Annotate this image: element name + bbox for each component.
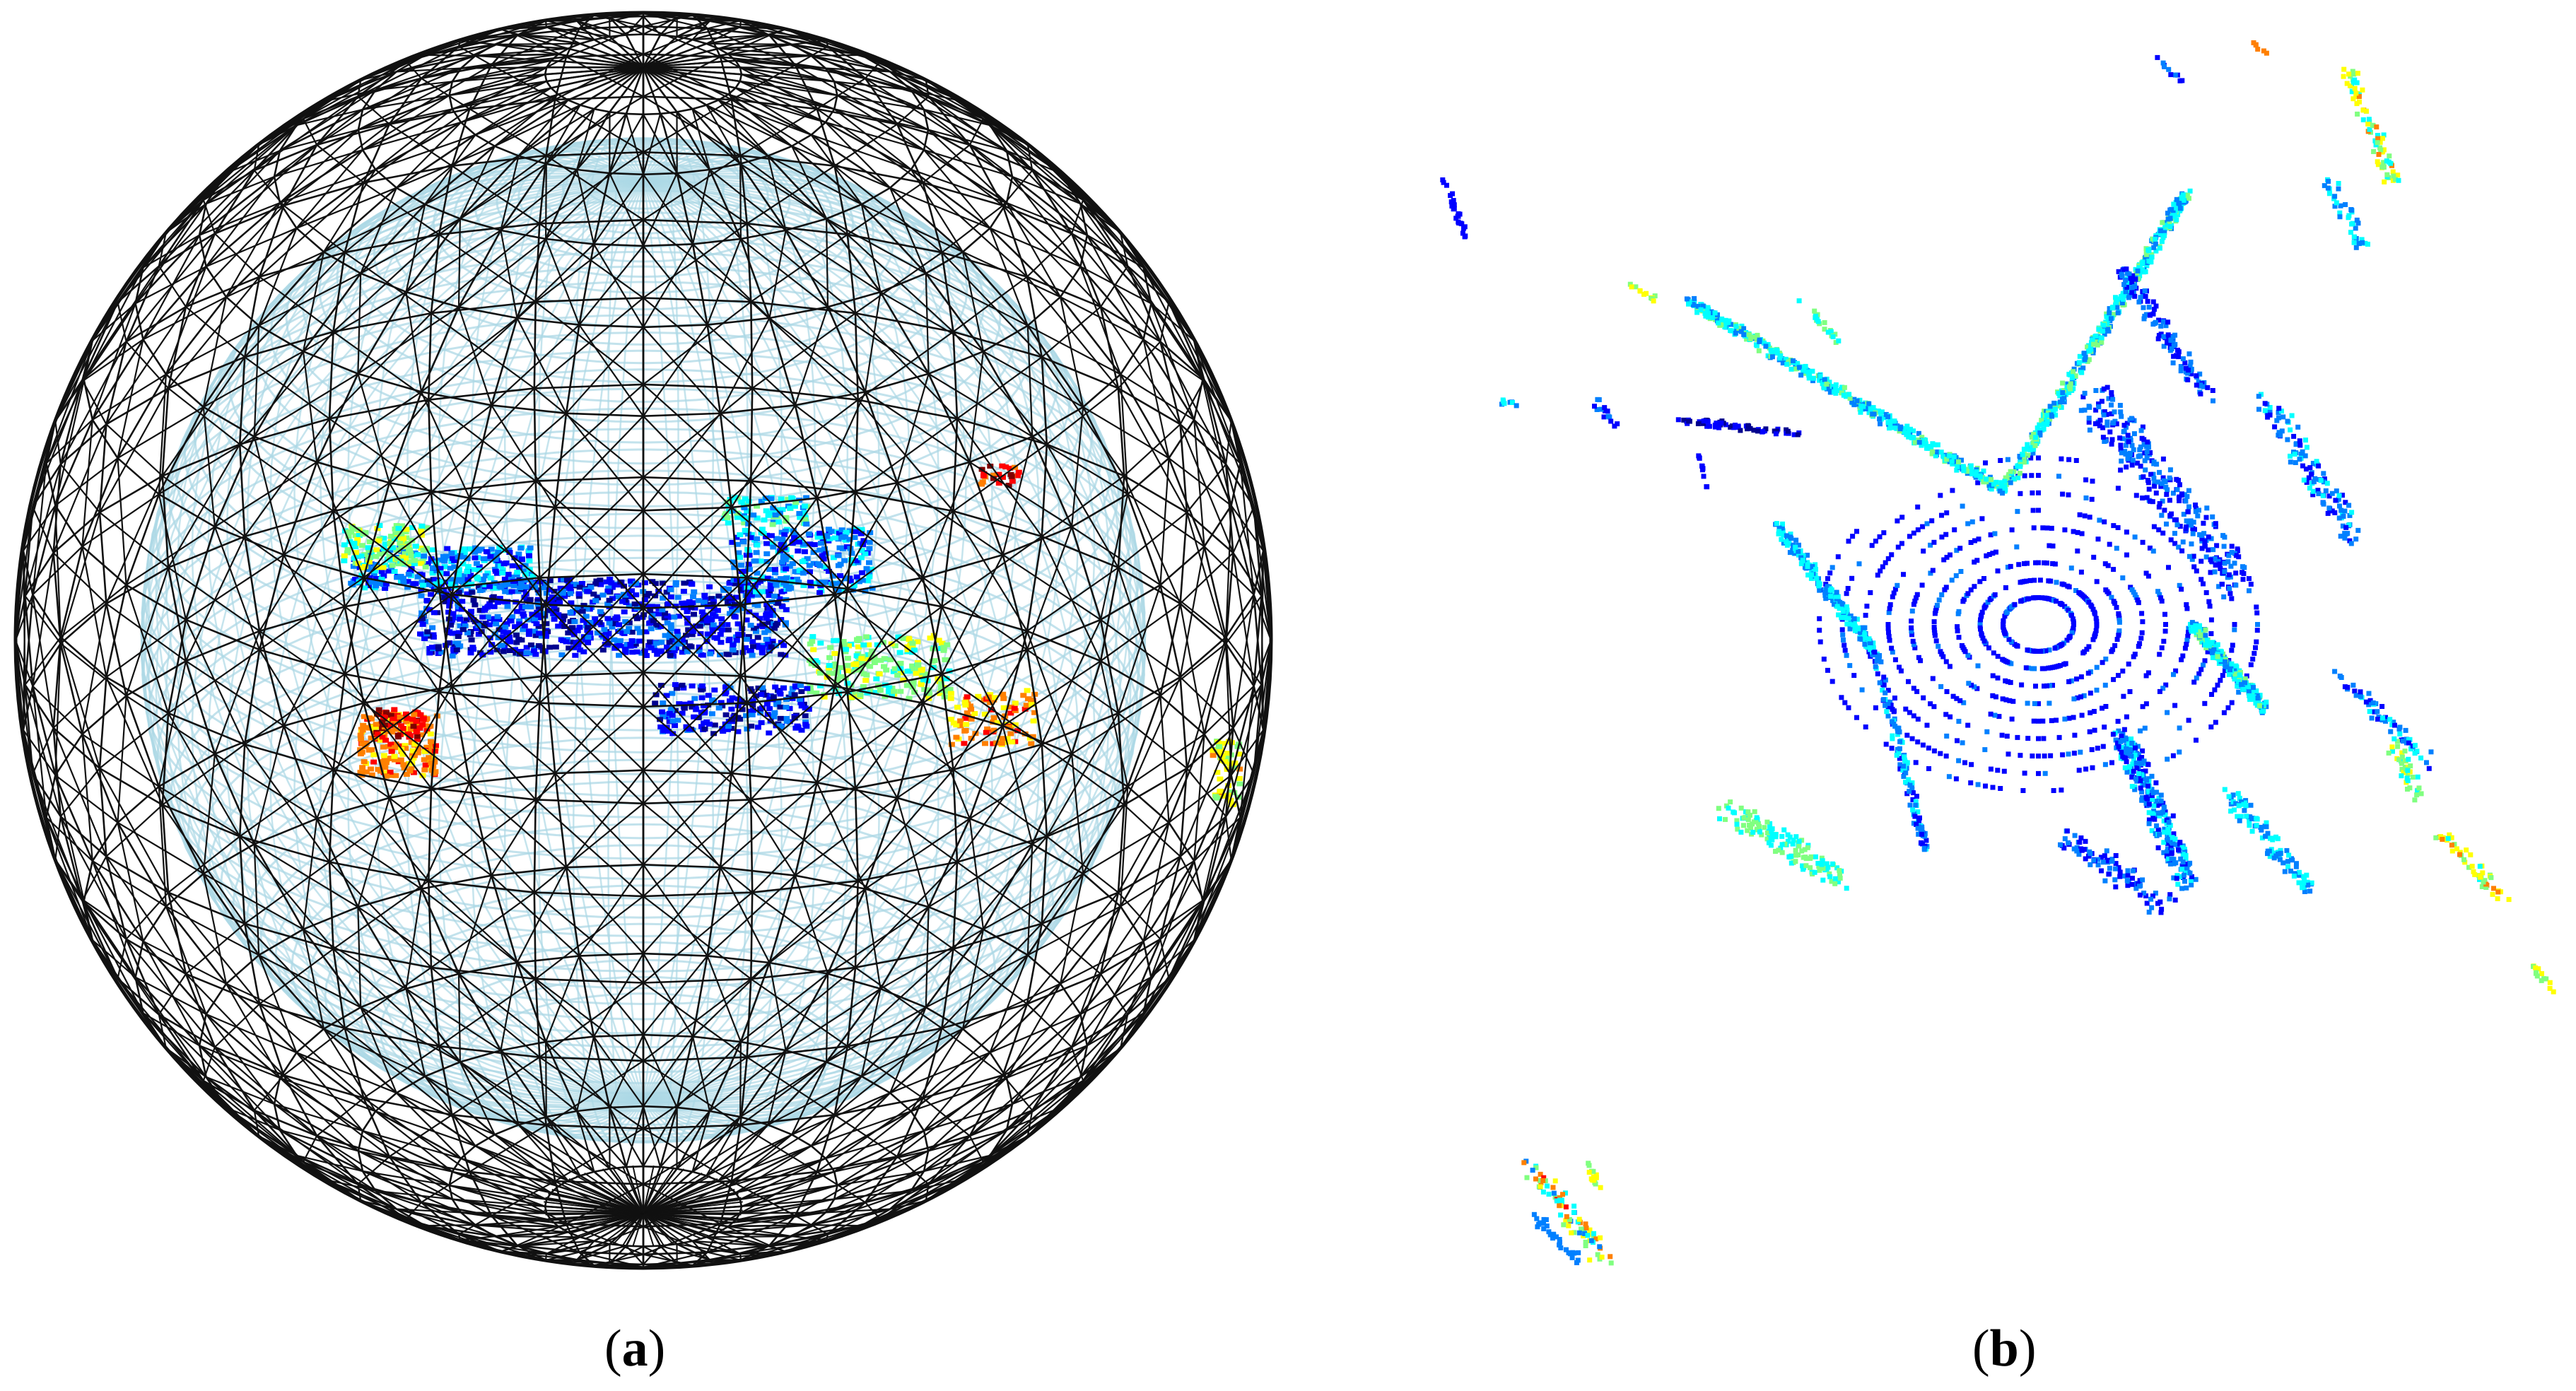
caption-a-letter: a xyxy=(621,1320,648,1378)
caption-b-letter: b xyxy=(1989,1320,2019,1378)
caption-a: (a) xyxy=(604,1320,666,1378)
panel-b-point-cloud xyxy=(1440,40,2556,1266)
panel-a-spherical-projection xyxy=(13,11,1273,1270)
sphere-outline xyxy=(13,11,1273,1270)
sphere-wireframe xyxy=(14,12,1272,1269)
caption-b: (b) xyxy=(1972,1320,2037,1378)
